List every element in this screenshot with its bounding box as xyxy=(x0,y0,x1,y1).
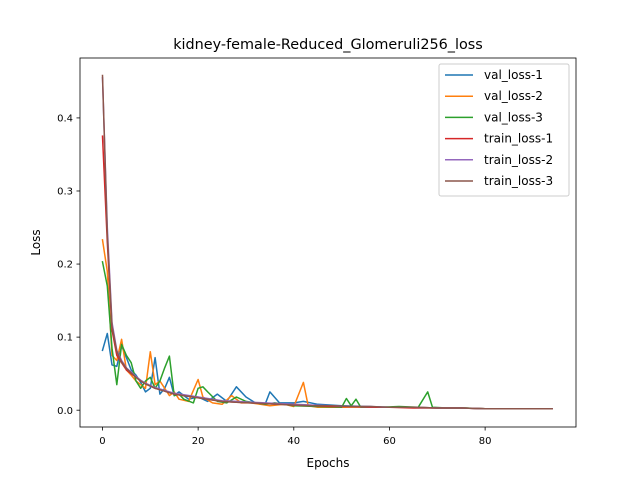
legend: val_loss-1 val_loss-2 val_loss-3 train_loss… xyxy=(438,63,570,197)
y-tick-label: 0.4 xyxy=(57,114,73,125)
y-axis-ticks: 0.0 0.1 0.2 0.3 0.4 xyxy=(57,114,80,417)
legend-box xyxy=(438,63,570,197)
y-tick-label: 0.3 xyxy=(57,187,73,198)
x-axis-ticks: 0 20 40 60 80 xyxy=(99,427,491,447)
x-tick-label: 0 xyxy=(99,436,105,447)
legend-label-val_loss-3: val_loss-3 xyxy=(484,110,543,124)
y-tick-label: 0.1 xyxy=(57,333,73,344)
y-tick-label: 0.0 xyxy=(57,406,73,417)
series-line-val_loss-3 xyxy=(101,261,553,410)
legend-label-val_loss-1: val_loss-1 xyxy=(484,68,543,82)
y-tick-label: 0.2 xyxy=(57,260,73,271)
plot-frame xyxy=(79,57,577,428)
legend-label-train_loss-1: train_loss-1 xyxy=(484,132,553,146)
x-tick-label: 80 xyxy=(479,436,492,447)
plot-lines xyxy=(101,74,553,410)
x-tick-label: 60 xyxy=(383,436,396,447)
legend-label-val_loss-2: val_loss-2 xyxy=(484,89,543,103)
x-tick-label: 40 xyxy=(287,436,300,447)
legend-label-train_loss-3: train_loss-3 xyxy=(484,174,553,188)
y-axis-label: Loss xyxy=(29,229,43,255)
chart-title: kidney-female-Reduced_Glomeruli256_loss xyxy=(173,37,483,53)
legend-label-train_loss-2: train_loss-2 xyxy=(484,153,553,167)
x-tick-label: 20 xyxy=(192,436,205,447)
x-axis-label: Epochs xyxy=(307,456,350,470)
series-line-train_loss-3 xyxy=(101,74,553,410)
